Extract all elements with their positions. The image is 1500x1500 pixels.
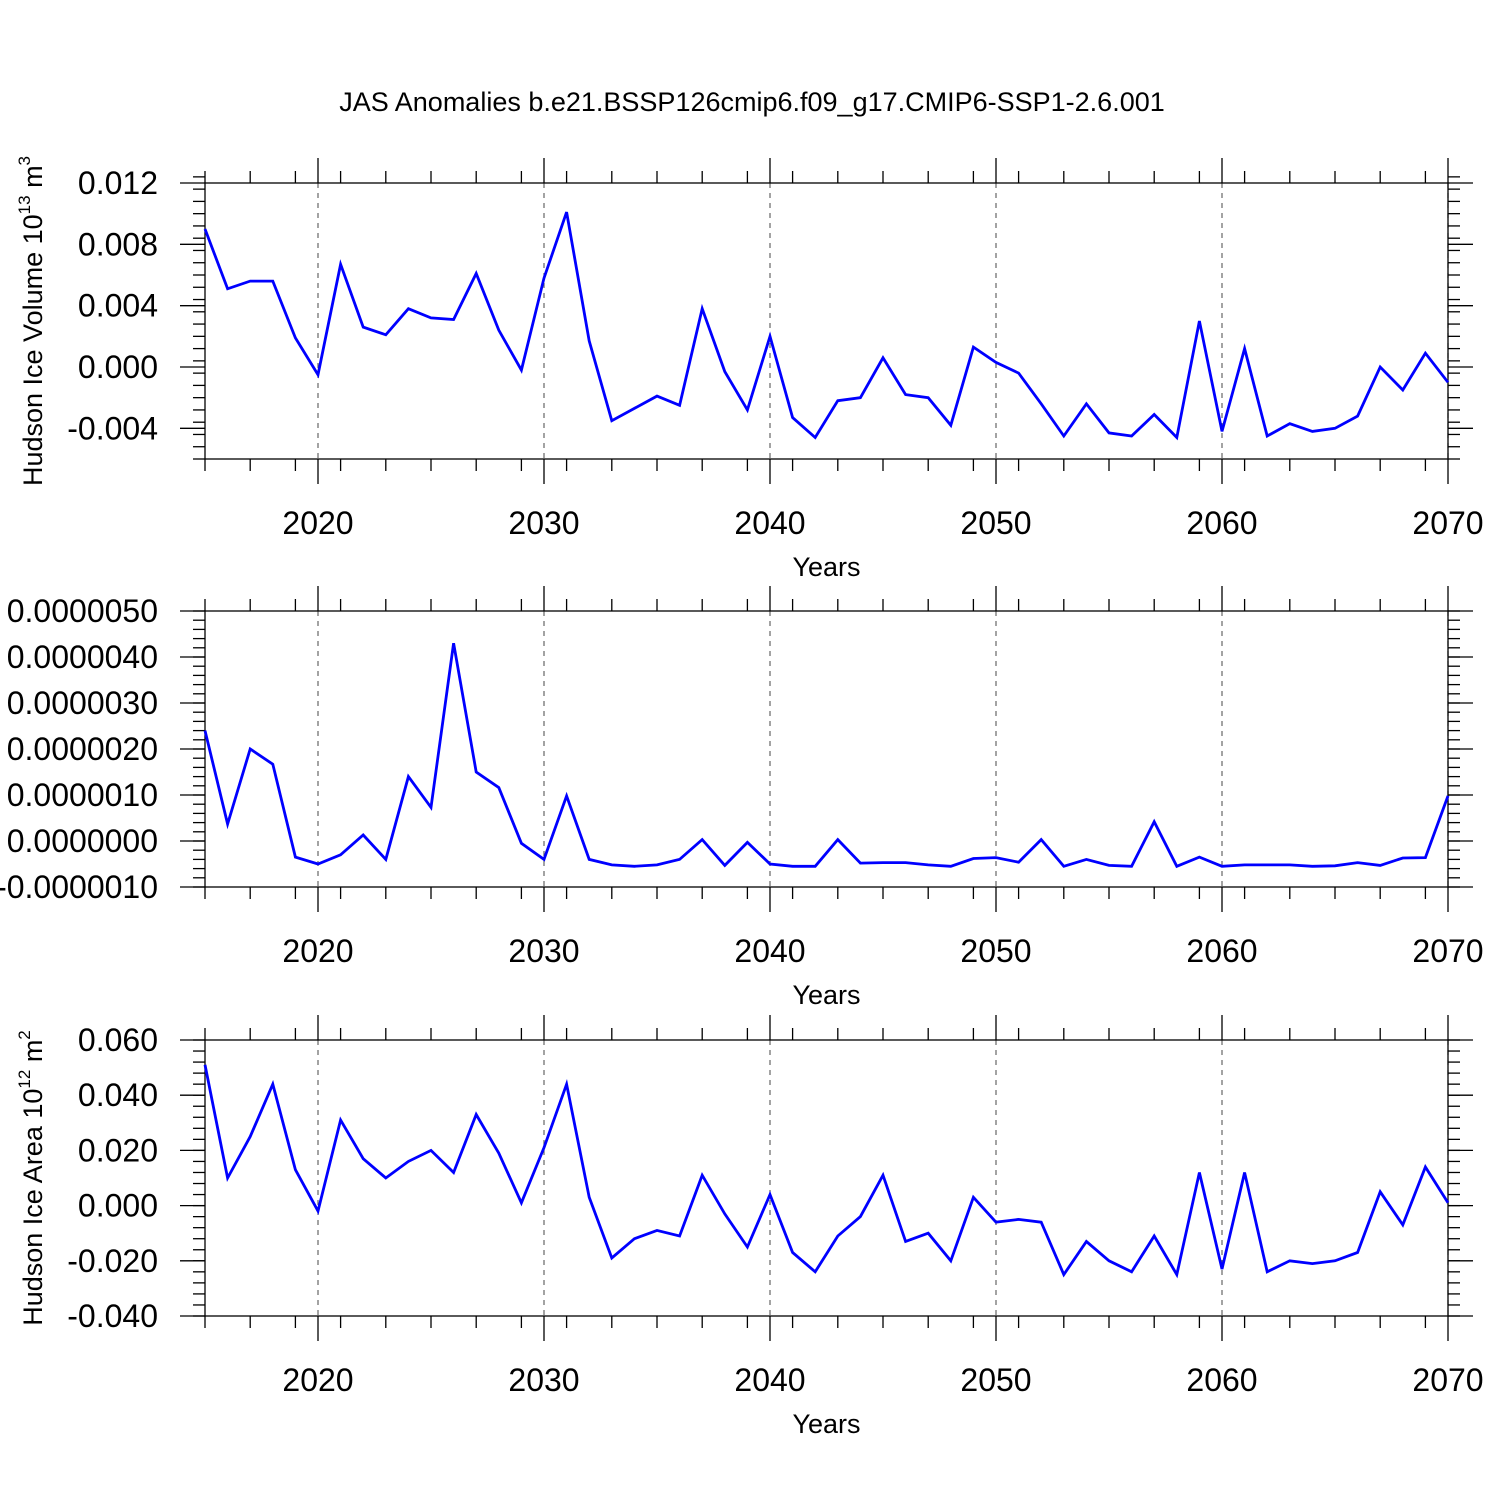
- panel-2: 2020 2030 2040 2050 2060 2070 -0.0000010 0.0000…: [0, 586, 1484, 1010]
- y-tick-label: -0.0000010: [0, 869, 158, 905]
- x-tick-label: 2050: [960, 1362, 1031, 1398]
- y-tick-label: 0.020: [78, 1132, 158, 1168]
- plot-frame: [204, 1039, 1449, 1317]
- x-tick-label: 2040: [734, 505, 805, 541]
- y-tick-label: 0.0000040: [7, 639, 158, 675]
- x-axis-title: Years: [792, 552, 860, 582]
- y-tick-label: 0.004: [78, 288, 158, 324]
- x-tick-label: 2060: [1186, 933, 1257, 969]
- series-line: [203, 211, 1450, 441]
- x-axis-title: Years: [792, 980, 860, 1010]
- x-tick-label: 2070: [1412, 1362, 1483, 1398]
- y-tick-label: 0.0000020: [7, 731, 158, 767]
- x-tick-label: 2020: [282, 1362, 353, 1398]
- x-tick-label: 2060: [1186, 1362, 1257, 1398]
- panel-1: 2020 2030 2040 2050 2060 2070 -0.004 0.000 0.004…: [15, 156, 1484, 582]
- x-axis-title: Years: [792, 1409, 860, 1439]
- y-tick-label: 0.0000010: [7, 777, 158, 813]
- x-tick-label: 2020: [282, 933, 353, 969]
- y-axis-title: Hudson Ice Volume 1013 m3: [15, 156, 48, 486]
- panel-3: 2020 2030 2040 2050 2060 2070 -0.040 -0.020 0.00…: [15, 1015, 1484, 1439]
- x-tick-label: 2030: [508, 933, 579, 969]
- x-tick-label: 2060: [1186, 505, 1257, 541]
- x-tick-label: 2050: [960, 505, 1031, 541]
- x-tick-label: 2050: [960, 933, 1031, 969]
- y-tick-label: 0.012: [78, 165, 158, 201]
- x-tick-label: 2020: [282, 505, 353, 541]
- figure-title: JAS Anomalies b.e21.BSSP126cmip6.f09_g17…: [339, 87, 1165, 117]
- y-axis-title: Hudson Ice Area 1012 m2: [15, 1030, 48, 1326]
- y-tick-label: 0.0000000: [7, 823, 158, 859]
- x-tick-label: 2070: [1412, 505, 1483, 541]
- y-tick-label: 0.040: [78, 1077, 158, 1113]
- x-tick-label: 2040: [734, 933, 805, 969]
- y-tick-label: 0.0000050: [7, 593, 158, 629]
- y-tick-label: 0.000: [78, 1188, 158, 1224]
- x-tick-label: 2030: [508, 505, 579, 541]
- series-line: [203, 1064, 1450, 1279]
- y-tick-label: 0.060: [78, 1022, 158, 1058]
- y-tick-label: -0.004: [67, 410, 158, 446]
- plot-frame: [204, 182, 1449, 460]
- plot-frame: [204, 610, 1449, 888]
- y-tick-label: 0.008: [78, 226, 158, 262]
- y-tick-label: -0.020: [67, 1243, 158, 1279]
- x-tick-label: 2030: [508, 1362, 579, 1398]
- y-tick-label: -0.040: [67, 1298, 158, 1334]
- y-tick-label: 0.000: [78, 349, 158, 385]
- y-tick-label: 0.0000030: [7, 685, 158, 721]
- x-tick-label: 2040: [734, 1362, 805, 1398]
- series-line: [203, 642, 1450, 869]
- x-tick-label: 2070: [1412, 933, 1483, 969]
